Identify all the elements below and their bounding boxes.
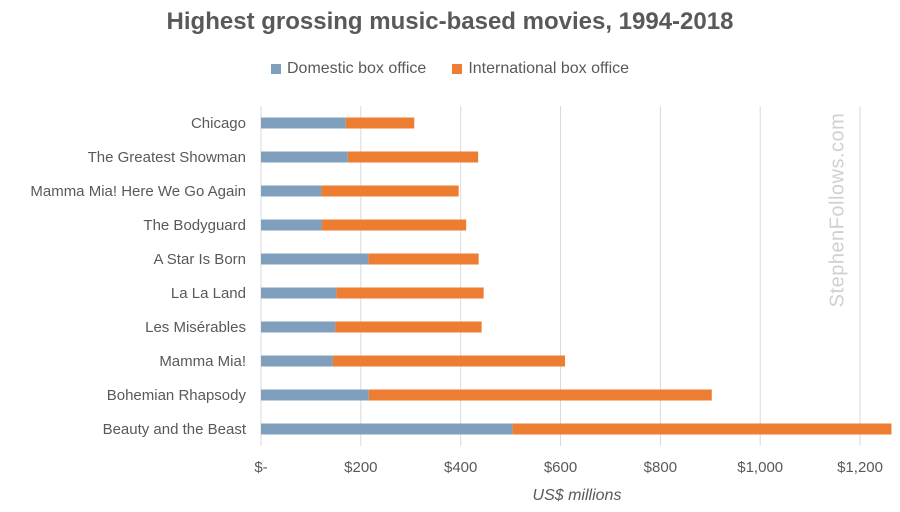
x-tick-label: $400 — [444, 459, 477, 476]
legend-item-international[interactable]: International box office — [452, 60, 629, 78]
legend-swatch-domestic — [270, 64, 281, 74]
category-label: Beauty and the Beast — [103, 421, 247, 438]
watermark: StephenFollows.com — [826, 112, 849, 308]
chart-title: Highest grossing music-based movies, 199… — [166, 8, 734, 35]
bar-domestic[interactable] — [261, 321, 336, 333]
category-label: A Star Is Born — [153, 251, 246, 268]
bar-international[interactable] — [335, 321, 482, 333]
category-label: The Bodyguard — [143, 217, 246, 234]
x-tick-label: $600 — [544, 459, 577, 476]
x-tick-label: $1,000 — [737, 459, 783, 476]
bar-domestic[interactable] — [261, 287, 337, 299]
category-label: The Greatest Showman — [88, 149, 246, 166]
legend-label-domestic: Domestic box office — [286, 60, 427, 77]
bar-international[interactable] — [345, 117, 415, 129]
legend: Domestic box office International box of… — [0, 60, 900, 78]
category-label: Les Misérables — [145, 319, 246, 336]
category-label: Chicago — [191, 115, 246, 132]
category-label: Bohemian Rhapsody — [107, 387, 247, 404]
bar-domestic[interactable] — [261, 389, 369, 401]
bar-international[interactable] — [321, 219, 467, 231]
category-label: Mamma Mia! Here We Go Again — [30, 183, 246, 200]
bar-domestic[interactable] — [261, 185, 322, 197]
bar-international[interactable] — [368, 253, 479, 265]
x-tick-label: $800 — [644, 459, 677, 476]
bar-international[interactable] — [321, 185, 459, 197]
bar-domestic[interactable] — [261, 151, 348, 163]
bar-domestic[interactable] — [261, 253, 369, 265]
legend-item-domestic[interactable]: Domestic box office — [270, 60, 427, 78]
x-tick-label: $1,200 — [837, 459, 883, 476]
legend-label-international: International box office — [468, 60, 630, 77]
category-label: La La Land — [171, 285, 246, 302]
x-tick-label: $- — [254, 459, 267, 476]
category-label: Mamma Mia! — [159, 353, 246, 370]
bar-international[interactable] — [332, 355, 566, 367]
bar-domestic[interactable] — [261, 219, 322, 231]
bar-domestic[interactable] — [261, 117, 346, 129]
bar-domestic[interactable] — [261, 423, 513, 435]
legend-swatch-international — [452, 64, 463, 74]
x-tick-label: $200 — [344, 459, 377, 476]
bar-domestic[interactable] — [261, 355, 333, 367]
bar-international[interactable] — [347, 151, 479, 163]
bar-international[interactable] — [512, 423, 892, 435]
bar-international[interactable] — [336, 287, 484, 299]
x-axis-title: US$ millions — [533, 487, 622, 504]
bar-international[interactable] — [368, 389, 712, 401]
